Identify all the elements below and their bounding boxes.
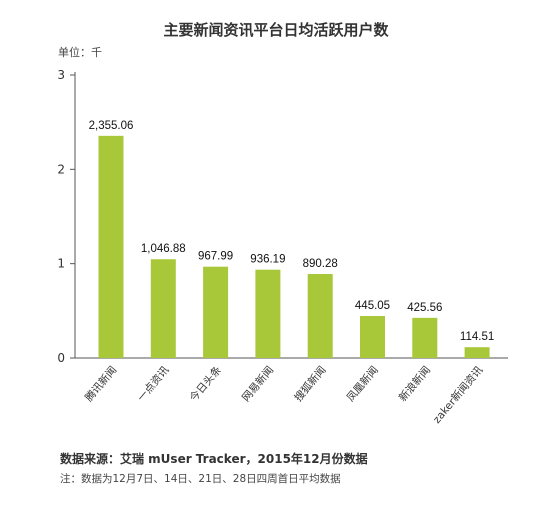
data-label: 1,046.88 xyxy=(141,243,186,255)
data-label: 445.05 xyxy=(355,300,390,312)
category-label: 今日头条 xyxy=(187,363,224,404)
data-label: 936.19 xyxy=(250,254,285,266)
note-text: 注：数据为12月7日、14日、21日、28日四周首日平均数据 xyxy=(60,472,341,485)
data-label: 890.28 xyxy=(303,258,338,270)
category-label: 网易新闻 xyxy=(239,364,276,405)
bar xyxy=(150,259,176,358)
category-label: 新浪新闻 xyxy=(396,364,433,405)
data-label: 967.99 xyxy=(198,251,233,263)
chart-title: 主要新闻资讯平台日均活跃用户数 xyxy=(163,21,389,39)
y-tick-label: 1 xyxy=(57,257,65,271)
bar xyxy=(464,347,490,358)
data-label: 114.51 xyxy=(460,331,494,343)
data-label: 2,355.06 xyxy=(89,120,134,132)
y-tick-label: 0 xyxy=(57,351,65,365)
bar xyxy=(203,266,229,358)
category-label: 腾讯新闻 xyxy=(82,364,119,405)
category-label: zaker新闻资讯 xyxy=(430,363,486,426)
y-tick-label: 3 xyxy=(57,68,65,82)
bar xyxy=(360,316,385,358)
bar xyxy=(255,269,281,358)
bar xyxy=(412,317,438,358)
unit-label: 单位：千 xyxy=(58,45,102,59)
bars xyxy=(98,135,490,358)
bar xyxy=(98,135,124,358)
category-label: 凤凰新闻 xyxy=(344,364,381,405)
y-axis: 0 1 2 3 xyxy=(57,68,76,365)
source-text: 数据来源：艾瑞 mUser Tracker，2015年12月份数据 xyxy=(60,451,368,466)
data-label: 425.56 xyxy=(407,302,442,314)
data-labels: 2,355.06 1,046.88 967.99 936.19 890.28 445.05… xyxy=(89,120,495,343)
bar xyxy=(307,274,333,358)
category-label: 搜狐新闻 xyxy=(292,364,329,405)
y-tick-label: 2 xyxy=(57,162,65,176)
category-label: 一点资讯 xyxy=(135,363,172,404)
